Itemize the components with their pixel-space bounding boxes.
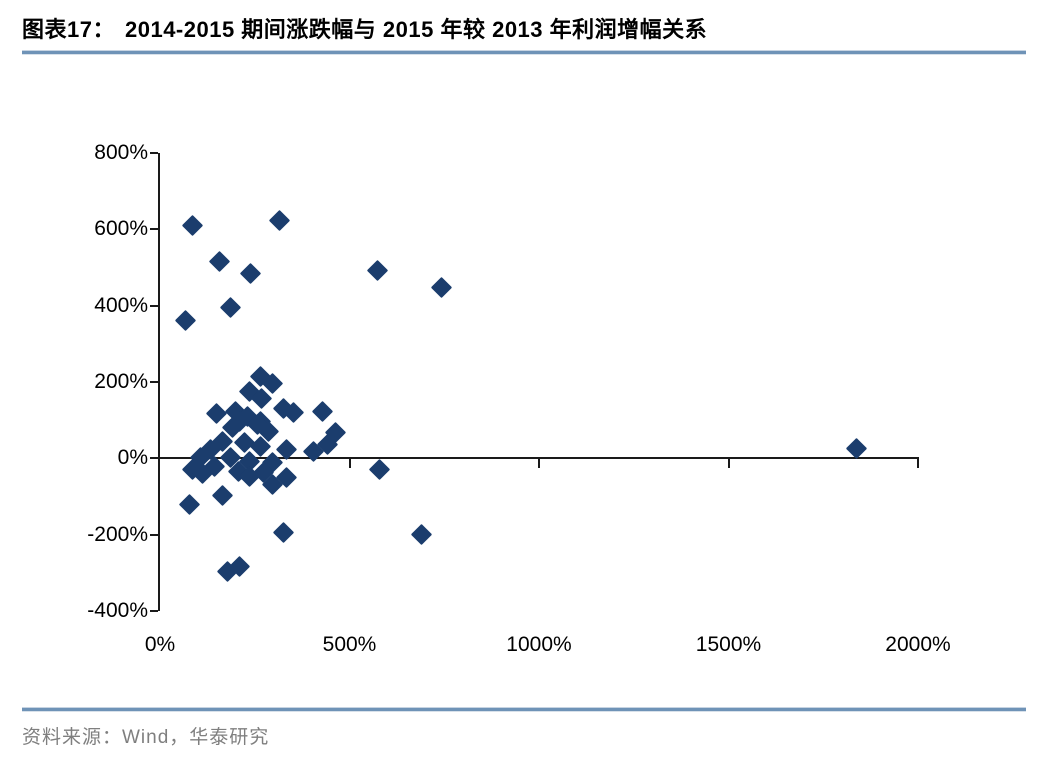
y-axis-tick-label: 600%	[94, 217, 148, 241]
scatter-point	[369, 458, 391, 480]
y-axis-tick	[150, 533, 158, 536]
y-axis-tick	[150, 381, 158, 383]
x-axis-tick	[727, 459, 730, 469]
x-axis-tick-label: 500%	[322, 633, 377, 656]
x-axis-tick	[917, 459, 919, 469]
y-axis-tick-label: 800%	[94, 141, 148, 164]
y-axis-tick-label: -200%	[87, 522, 148, 546]
scatter-plot: 800% 600% 400% 200% 0% -200% -400% 0% 500% 1000% 1…	[87, 141, 951, 657]
scatter-point	[272, 521, 294, 543]
y-axis-tick	[150, 228, 158, 231]
y-axis-tick-label: 400%	[94, 293, 148, 317]
x-axis-tick	[348, 459, 351, 469]
y-axis-tick-label: 0%	[117, 446, 148, 470]
chart-title: 图表17： 2014-2015 期间涨跌幅与 2015 年较 2013 年利润增幅…	[22, 12, 1026, 44]
scatter-point	[846, 437, 868, 460]
scatter-point	[367, 259, 389, 281]
y-axis-tick	[150, 304, 158, 307]
figure-label: 图表17：	[22, 17, 115, 42]
scatter-point	[431, 276, 453, 298]
scatter-point	[410, 523, 432, 545]
x-axis-tick-label: 1000%	[506, 633, 572, 656]
x-axis-tick	[538, 459, 540, 469]
x-axis-line	[158, 457, 919, 460]
x-axis-tick-label: 1500%	[695, 633, 762, 656]
x-axis-tick-label: 2000%	[885, 633, 951, 656]
figure-title-text: 2014-2015 期间涨跌幅与 2015 年较 2013 年利润增幅关系	[124, 17, 708, 42]
scatter-point	[312, 400, 334, 422]
y-axis-tick-label: -400%	[87, 599, 148, 622]
y-axis-tick	[150, 152, 158, 154]
scatter-point	[205, 402, 227, 424]
scatter-point	[174, 309, 196, 331]
scatter-point	[178, 493, 200, 516]
scatter-point	[220, 296, 242, 318]
scatter-point	[268, 209, 290, 231]
scatter-point	[182, 214, 204, 236]
scatter-point	[240, 263, 262, 285]
footer-divider	[22, 707, 1026, 712]
y-axis-tick-label: 200%	[94, 370, 148, 393]
y-axis-line	[158, 153, 160, 611]
title-divider	[22, 50, 1026, 55]
y-axis-tick	[150, 457, 158, 460]
source-note: 资料来源：Wind，华泰研究	[22, 727, 270, 748]
y-axis-tick	[150, 610, 158, 612]
scatter-point	[211, 484, 233, 506]
scatter-point	[209, 250, 231, 272]
x-axis-tick-label: 0%	[144, 633, 176, 656]
